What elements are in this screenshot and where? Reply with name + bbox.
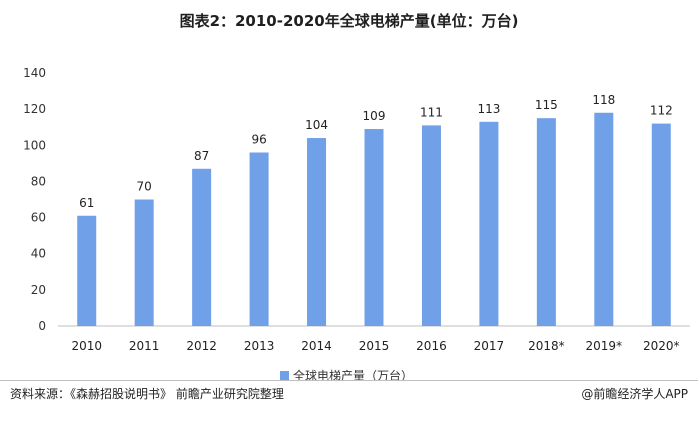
x-tick-label: 2016	[416, 339, 447, 353]
bar	[594, 112, 614, 326]
bar	[421, 125, 441, 327]
bar	[536, 118, 556, 326]
legend-swatch	[280, 371, 289, 380]
value-label: 70	[137, 180, 152, 194]
value-label: 118	[592, 93, 615, 107]
source-note: 资料来源：《森赫招股说明书》 前瞻产业研究院整理	[10, 387, 284, 401]
x-tick-label: 2020*	[643, 339, 680, 353]
bars	[77, 112, 671, 327]
y-tick-label: 100	[23, 138, 46, 152]
y-tick-label: 80	[31, 174, 46, 188]
bar-chart: 0 20 40 60 80 100 120 140 61 70 87 96 104 109 111 113 1…	[23, 66, 690, 380]
bar	[307, 138, 327, 326]
x-tick-label: 2011	[129, 339, 160, 353]
x-tick-label: 2015	[359, 339, 390, 353]
bar	[77, 215, 97, 326]
legend-label: 全球电梯产量（万台）	[293, 368, 413, 380]
value-labels: 61 70 87 96 104 109 111 113 115 118 112	[79, 93, 673, 210]
x-tick-label: 2010	[71, 339, 102, 353]
value-label: 109	[363, 109, 386, 123]
x-axis-ticks: 2010 2011 2012 2013 2014 2015 2016 2017 2018* 201…	[71, 339, 679, 353]
value-label: 61	[79, 196, 94, 210]
y-tick-label: 140	[23, 66, 46, 80]
y-tick-label: 120	[23, 102, 46, 116]
bar	[479, 121, 499, 327]
x-tick-label: 2014	[301, 339, 332, 353]
value-label: 96	[251, 133, 266, 147]
y-tick-label: 60	[31, 211, 46, 225]
bar	[192, 168, 212, 326]
bar	[364, 129, 384, 326]
x-tick-label: 2012	[186, 339, 217, 353]
legend: 全球电梯产量（万台）	[280, 368, 413, 380]
value-label: 113	[477, 102, 500, 116]
value-label: 112	[650, 104, 673, 118]
bar	[651, 123, 671, 326]
y-tick-label: 0	[38, 319, 46, 333]
x-tick-label: 2018*	[528, 339, 565, 353]
bar	[134, 199, 154, 326]
footer: 资料来源：《森赫招股说明书》 前瞻产业研究院整理 @前瞻经济学人APP	[0, 380, 698, 405]
x-tick-label: 2013	[244, 339, 275, 353]
y-axis-ticks: 0 20 40 60 80 100 120 140	[23, 66, 46, 333]
value-label: 115	[535, 98, 558, 112]
brand-credit: @前瞻经济学人APP	[581, 387, 688, 401]
y-tick-label: 20	[31, 283, 46, 297]
bar	[249, 152, 269, 326]
chart-title: 图表2：2010-2020年全球电梯产量(单位：万台)	[179, 12, 519, 30]
x-tick-label: 2019*	[586, 339, 623, 353]
y-tick-label: 40	[31, 247, 46, 261]
x-tick-label: 2017	[474, 339, 505, 353]
value-label: 111	[420, 105, 443, 119]
value-label: 87	[194, 149, 209, 163]
value-label: 104	[305, 118, 328, 132]
